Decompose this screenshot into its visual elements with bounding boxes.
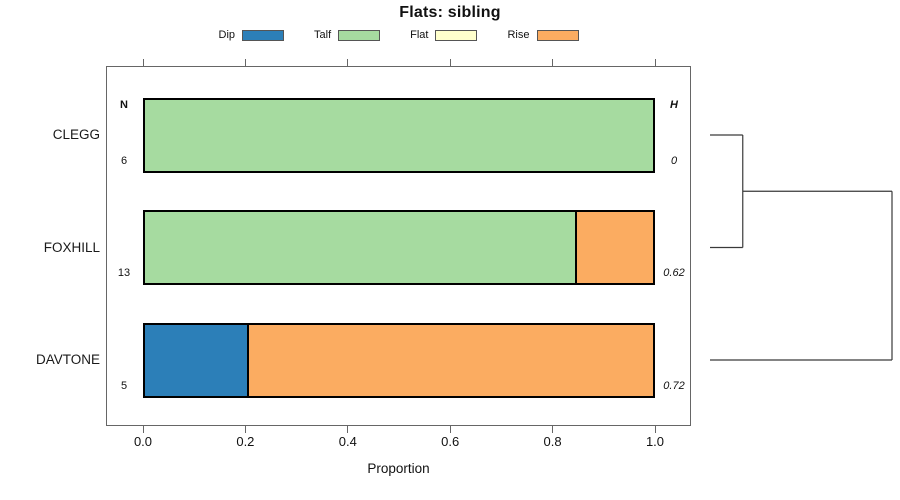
x-axis-tick-label: 0.2 [236,434,255,449]
x-axis-tick-bottom [449,426,451,433]
x-axis-tick-top [552,59,554,66]
row-label-foxhill: FOXHILL [43,239,100,255]
row-label-davtone: DAVTONE [35,352,100,367]
legend-swatch [242,29,285,41]
x-axis-tick-top [449,59,451,66]
legend-item-dip: Dip [219,29,285,41]
x-axis-tick-bottom [654,426,656,433]
x-axis-tick-top [347,59,349,66]
h-value-foxhill: 0.62 [663,267,685,279]
bar-clegg [143,97,655,173]
x-axis-tick-label: 1.0 [645,434,665,449]
x-axis-tick-bottom [142,426,144,433]
legend-item-flat: Flat [410,29,478,41]
x-axis-tick-top [142,59,144,66]
n-value-davtone: 5 [120,379,128,392]
x-axis-tick-label: 0.0 [133,434,153,449]
legend-label: Flat [410,29,429,41]
legend-swatch [338,29,381,41]
bar-segment-davtone-rise [246,324,653,396]
x-axis-label: Proportion [367,461,430,476]
bar-segment-foxhill-talf [145,212,575,283]
legend-label: Rise [507,29,530,41]
legend-label: Talf [314,29,332,41]
legend-swatch [435,29,478,41]
legend: Dip Talf Flat Rise [106,25,691,45]
x-axis-tick-bottom [347,426,349,433]
x-axis-tick-top [654,59,656,66]
x-axis-tick-label: 0.6 [441,434,460,449]
x-axis-tick-label: 0.4 [338,434,357,449]
legend-item-talf: Talf [314,29,381,41]
legend-swatch [536,29,579,41]
plot-area [106,66,691,426]
legend-label: Dip [218,29,236,41]
n-value-clegg: 6 [120,154,128,167]
row-label-clegg: CLEGG [52,127,100,142]
bar-segment-clegg-talf [145,99,653,171]
h-value-clegg: 0 [670,154,678,167]
x-axis-tick-bottom [552,426,554,433]
x-axis-tick-bottom [244,426,246,433]
x-axis-tick-label: 0.8 [543,434,562,449]
bar-foxhill [143,210,655,285]
bar-segment-davtone-dip [145,324,247,396]
n-value-foxhill: 13 [117,267,131,279]
x-axis-tick-top [244,59,246,66]
bar-davtone [143,322,655,398]
chart-title: Flats: sibling [399,4,501,21]
h-value-davtone: 0.72 [663,379,685,392]
bar-segment-foxhill-rise [574,212,653,283]
h-column-header: H [670,99,678,111]
legend-item-rise: Rise [507,29,579,41]
n-column-header: N [120,99,128,111]
